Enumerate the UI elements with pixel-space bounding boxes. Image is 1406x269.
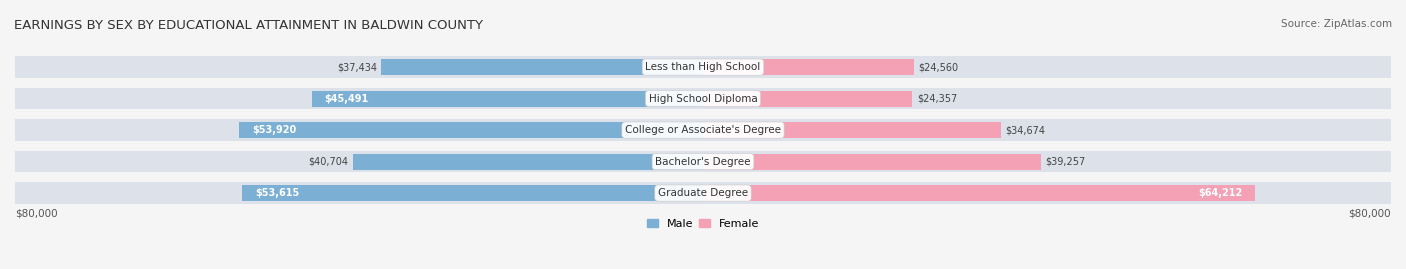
Text: $53,615: $53,615	[254, 188, 299, 198]
Bar	[703, 151, 1391, 172]
Text: $24,357: $24,357	[917, 94, 957, 104]
Bar	[381, 59, 703, 75]
Bar	[353, 154, 703, 170]
Bar	[703, 182, 1391, 204]
Text: Bachelor's Degree: Bachelor's Degree	[655, 157, 751, 167]
Text: College or Associate's Degree: College or Associate's Degree	[626, 125, 780, 135]
Bar	[15, 182, 703, 204]
Text: Source: ZipAtlas.com: Source: ZipAtlas.com	[1281, 19, 1392, 29]
Legend: Male, Female: Male, Female	[643, 214, 763, 233]
Text: $39,257: $39,257	[1045, 157, 1085, 167]
Bar	[703, 91, 912, 107]
Text: $80,000: $80,000	[15, 209, 58, 219]
Bar	[703, 122, 1001, 138]
Text: $45,491: $45,491	[325, 94, 368, 104]
Bar	[15, 119, 703, 141]
Text: Graduate Degree: Graduate Degree	[658, 188, 748, 198]
Bar	[703, 88, 1391, 109]
Bar	[703, 154, 1040, 170]
Text: Less than High School: Less than High School	[645, 62, 761, 72]
Bar	[703, 56, 1391, 78]
Bar	[703, 59, 914, 75]
Text: $24,560: $24,560	[918, 62, 959, 72]
Text: $34,674: $34,674	[1005, 125, 1046, 135]
Text: $80,000: $80,000	[1348, 209, 1391, 219]
Bar	[703, 119, 1391, 141]
Text: $40,704: $40,704	[309, 157, 349, 167]
Bar	[15, 88, 703, 109]
Bar	[239, 122, 703, 138]
Text: $53,920: $53,920	[252, 125, 297, 135]
Text: High School Diploma: High School Diploma	[648, 94, 758, 104]
Bar	[703, 185, 1256, 201]
Text: EARNINGS BY SEX BY EDUCATIONAL ATTAINMENT IN BALDWIN COUNTY: EARNINGS BY SEX BY EDUCATIONAL ATTAINMEN…	[14, 19, 484, 32]
Bar	[15, 56, 703, 78]
Bar	[15, 151, 703, 172]
Bar	[312, 91, 703, 107]
Text: $64,212: $64,212	[1198, 188, 1243, 198]
Text: $37,434: $37,434	[337, 62, 377, 72]
Bar	[242, 185, 703, 201]
